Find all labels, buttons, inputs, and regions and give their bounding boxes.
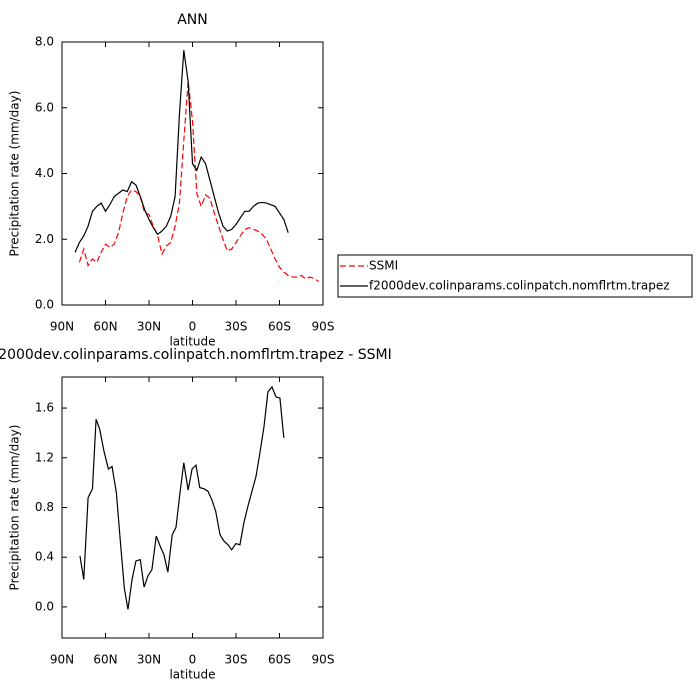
y-axis-label: Precipitation rate (mm/day) <box>8 91 22 257</box>
y-tick-label: 0.4 <box>35 550 54 564</box>
x-tick-label: 60N <box>93 320 117 334</box>
legend: SSMI f2000dev.colinparams.colinpatch.nomf… <box>337 254 693 298</box>
y-tick-label: 6.0 <box>35 100 54 114</box>
x-tick-label: 60N <box>93 653 117 667</box>
x-tick-label: 90S <box>312 320 335 334</box>
x-tick-label: 60S <box>268 320 291 334</box>
y-tick-label: 2.0 <box>35 232 54 246</box>
y-tick-label: 1.6 <box>35 401 54 415</box>
y-tick-label: 8.0 <box>35 35 54 49</box>
panel: f2000dev.colinparams.colinpatch.nomflrtm… <box>0 347 392 682</box>
legend-label: SSMI <box>369 259 398 273</box>
chart-title: f2000dev.colinparams.colinpatch.nomflrtm… <box>0 347 392 363</box>
legend-label: f2000dev.colinparams.colinpatch.nomflrtm… <box>369 279 670 293</box>
y-tick-label: 0.0 <box>35 298 54 312</box>
x-axis-label: latitude <box>169 668 215 682</box>
y-tick-label: 4.0 <box>35 166 54 180</box>
x-tick-label: 30N <box>137 320 161 334</box>
x-tick-label: 90N <box>50 653 74 667</box>
x-tick-label: 0 <box>189 653 197 667</box>
x-tick-label: 30S <box>225 653 248 667</box>
data-line <box>78 81 319 282</box>
x-tick-label: 30S <box>225 320 248 334</box>
x-tick-label: 0 <box>189 320 197 334</box>
y-tick-label: 1.2 <box>35 450 54 464</box>
x-tick-label: 30N <box>137 653 161 667</box>
legend-box <box>337 254 693 298</box>
chart-title: ANN <box>177 12 208 28</box>
plot-frame <box>61 41 324 306</box>
x-tick-label: 90S <box>312 653 335 667</box>
y-tick-label: 0.0 <box>35 599 54 613</box>
x-axis-label: latitude <box>169 335 215 349</box>
x-tick-label: 90N <box>50 320 74 334</box>
y-axis-label: Precipitation rate (mm/day) <box>8 425 22 591</box>
y-tick-label: 0.8 <box>35 500 54 514</box>
panel: ANN 90N 60N 30N 0 30S 60S 90S 0.0 2.0 4.0 6.0 8.0 lat… <box>8 12 693 349</box>
data-line <box>79 385 285 610</box>
data-line <box>74 50 289 253</box>
plot-frame <box>61 376 324 639</box>
x-tick-label: 60S <box>268 653 291 667</box>
